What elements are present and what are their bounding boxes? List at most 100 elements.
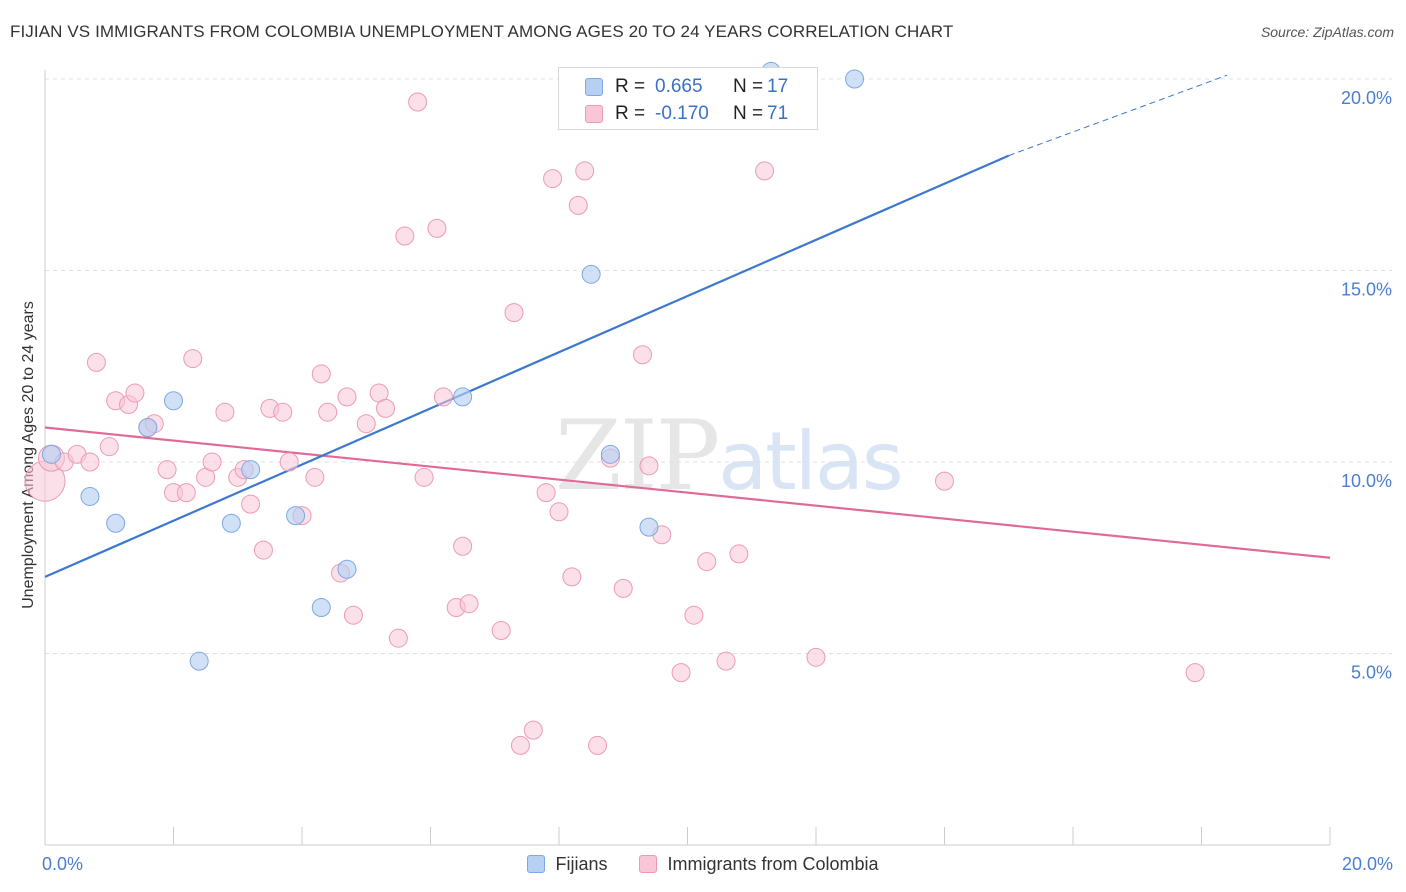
fijians-point [189,651,209,671]
fijians-legend-label: Fijians [555,853,608,874]
colombia-point [414,467,434,487]
fijians-trend-extension [1008,74,1228,157]
colombia-point [459,594,479,614]
legend-item-colombia: Immigrants from Colombia [639,853,879,875]
fijians-point [221,513,241,533]
colombia-point [639,456,659,476]
fijians-point [453,387,473,407]
source-credit: Source: ZipAtlas.com [1260,24,1394,40]
colombia-point [343,605,363,625]
legend-item-fijians: Fijians [527,854,607,875]
colombia-r-value: -0.170 [655,103,709,124]
colombia-point [729,544,749,564]
colombia-point [376,398,396,418]
fijians-point [639,517,659,537]
colombia-point [427,218,447,238]
fijians-r-value: 0.665 [655,76,703,97]
colombia-point [279,452,299,472]
fijians-points [41,61,865,671]
colombia-point [215,402,235,422]
colombia-point [543,169,563,189]
fijians-trend-line [44,154,1010,578]
x-tick-label: 20.0% [1342,854,1393,874]
fijians-point [41,444,61,464]
fijians-point [164,391,183,411]
colombia-point [125,383,145,403]
series-legend: Fijians Immigrants from Colombia [0,852,1406,876]
fijians-point [600,444,620,464]
colombia-point [549,502,569,522]
colombia-point [311,364,331,384]
colombia-point [318,402,338,422]
colombia-point [491,621,511,641]
colombia-point [671,663,691,683]
colombia-point [504,303,524,323]
legend-row-fijians: R = 0.665 N = 17 [585,75,788,99]
colombia-point [684,605,704,625]
fijians-point [138,418,158,438]
y-tick-label: 20.0% [1341,88,1392,108]
fijians-trend-group [44,74,1228,578]
colombia-legend-label: Immigrants from Colombia [667,853,879,874]
axes [44,70,1331,846]
r-label: R = [615,103,646,124]
fijians-point [80,486,100,506]
colombia-point [356,414,376,434]
colombia-point [305,467,325,487]
fijians-point [311,598,331,618]
colombia-trend-group [44,426,1331,559]
colombia-swatch [585,105,603,123]
colombia-point [1185,663,1205,683]
n-label: N = [733,103,764,124]
colombia-point [395,226,415,246]
n-label: N = [733,76,764,97]
colombia-point [433,387,453,407]
colombia-point [253,540,273,560]
colombia-point [337,387,357,407]
colombia-point [562,567,582,587]
fijians-point [241,460,261,480]
colombia-point [183,349,203,369]
colombia-point [536,483,556,503]
colombia-point [388,628,408,648]
colombia-point [697,552,717,572]
fijians-swatch [585,78,603,96]
fijians-legend-swatch [527,855,546,873]
colombia-point [86,352,106,372]
colombia-point [157,460,177,480]
colombia-point [202,452,222,472]
y-tick-labels: 5.0% 10.0% 15.0% 20.0% [1341,88,1392,683]
colombia-n-value: 71 [767,103,789,124]
fijians-point [286,506,306,526]
chart-title: FIJIAN VS IMMIGRANTS FROM COLOMBIA UNEMP… [10,22,954,41]
colombia-point [176,483,196,503]
grid-lines [45,78,1392,654]
fijians-point [106,513,126,533]
x-tick-label: 0.0% [42,854,83,874]
colombia-point [99,437,119,457]
y-tick-label: 15.0% [1341,280,1392,300]
colombia-point [408,92,428,112]
colombia-point [806,647,826,667]
legend-row-colombia: R = -0.170 N = 71 [585,102,788,126]
colombia-point [716,651,736,671]
colombia-point [575,161,595,181]
colombia-point [523,720,543,740]
y-tick-label: 5.0% [1351,663,1392,683]
colombia-point [510,735,530,755]
colombia-point [755,161,775,181]
fijians-point [337,559,357,579]
colombia-point [80,452,100,472]
x-tick-labels: 0.0% 20.0% [42,854,1393,874]
colombia-trend-line [44,426,1331,559]
colombia-point [241,494,261,514]
colombia-point [568,195,588,215]
colombia-point [633,345,653,365]
correlation-legend: R = 0.665 N = 17 R = -0.170 N = 71 [558,67,818,130]
colombia-point [273,402,293,422]
fijians-point [581,264,601,284]
colombia-point [613,578,633,598]
fijians-point [845,69,865,89]
colombia-point [588,735,608,755]
